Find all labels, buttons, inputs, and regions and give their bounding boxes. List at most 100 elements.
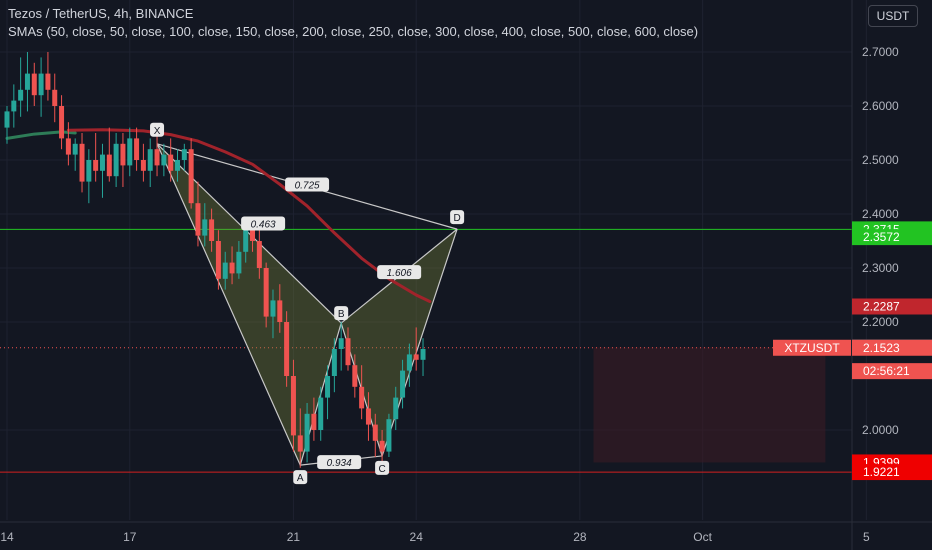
pattern-point-label: X (154, 126, 161, 137)
candle-body[interactable] (106, 154, 112, 177)
pattern-ratio (285, 177, 330, 192)
candle-body[interactable] (188, 149, 194, 204)
candle-body[interactable] (181, 149, 187, 160)
price-label-tag (852, 298, 932, 315)
pattern-point-label: D (454, 213, 461, 224)
candle-body[interactable] (406, 354, 412, 371)
candle-body[interactable] (65, 138, 71, 155)
candle-body[interactable] (209, 219, 215, 241)
pattern-point-label: C (378, 464, 385, 475)
candle-body[interactable] (215, 241, 221, 279)
pattern-point-C[interactable] (375, 460, 390, 475)
pattern-ratio-label: 0.463 (251, 219, 276, 230)
time-axis-tick: 17 (123, 530, 137, 544)
candle-body[interactable] (379, 440, 385, 452)
pattern-point-D[interactable] (450, 210, 465, 225)
currency-button[interactable]: USDT (868, 5, 918, 27)
time-axis-tick: 21 (287, 530, 301, 544)
candle-body[interactable] (154, 149, 160, 166)
price-axis-tick: 2.6000 (862, 99, 899, 113)
candle-body[interactable] (284, 322, 290, 376)
candle-body[interactable] (359, 386, 365, 409)
candle-body[interactable] (113, 143, 119, 177)
candle-body[interactable] (270, 300, 276, 317)
price-label-text: 2.2287 (863, 300, 900, 314)
candle-body[interactable] (195, 203, 201, 236)
candle-body[interactable] (140, 160, 146, 171)
price-axis-tick: 2.4000 (862, 207, 899, 221)
pattern-ratio (377, 265, 422, 280)
candle-body[interactable] (52, 89, 58, 106)
candle-body[interactable] (345, 338, 351, 366)
candle-body[interactable] (18, 89, 24, 101)
candle-body[interactable] (250, 230, 256, 241)
candle-body[interactable] (147, 149, 153, 171)
candle-body[interactable] (290, 376, 296, 436)
candle-body[interactable] (263, 268, 269, 317)
candle-body[interactable] (420, 349, 426, 360)
candle-body[interactable] (386, 419, 392, 452)
candle-body[interactable] (38, 73, 44, 96)
price-axis-tick: 2.7000 (862, 45, 899, 59)
candle-body[interactable] (45, 73, 51, 90)
candle-body[interactable] (4, 111, 10, 128)
candle-body[interactable] (352, 365, 358, 387)
candle-body[interactable] (372, 424, 378, 441)
price-label-tag (852, 464, 932, 481)
time-axis-tick: 5 (863, 530, 870, 544)
candle-body[interactable] (256, 241, 262, 268)
candle-body[interactable] (277, 300, 283, 322)
candle-body[interactable] (120, 143, 126, 166)
pattern-point-B[interactable] (334, 306, 349, 321)
price-label-tag (852, 339, 932, 356)
pattern-point-A[interactable] (293, 470, 308, 485)
candle-body[interactable] (365, 408, 371, 425)
price-label-tag (852, 363, 932, 380)
pattern-point-X[interactable] (150, 122, 165, 137)
candle-body[interactable] (400, 370, 406, 398)
candle-body[interactable] (331, 349, 337, 376)
candle-body[interactable] (311, 413, 317, 430)
price-label-text: 2.3572 (863, 230, 900, 244)
pattern-ratio-label: 1.606 (387, 268, 412, 279)
candle-body[interactable] (161, 154, 167, 166)
candle-body[interactable] (318, 397, 324, 430)
candle-body[interactable] (168, 154, 174, 171)
price-label-text: 2.1523 (863, 341, 900, 355)
candle-body[interactable] (325, 376, 331, 398)
candle-body[interactable] (93, 160, 99, 171)
forecast-zone[interactable] (593, 347, 826, 463)
candle-body[interactable] (202, 219, 208, 236)
candle-body[interactable] (127, 138, 133, 166)
candle-body[interactable] (134, 138, 140, 160)
candle-body[interactable] (11, 100, 17, 112)
candle-body[interactable] (59, 106, 65, 139)
chart-title: Tezos / TetherUS, 4h, BINANCE (8, 6, 194, 21)
candle-body[interactable] (175, 160, 180, 171)
candle-body[interactable] (79, 143, 85, 182)
time-axis-tick: 28 (573, 530, 587, 544)
price-label-text: 1.9221 (863, 465, 900, 479)
candle-body[interactable] (99, 154, 105, 171)
candle-body[interactable] (338, 338, 344, 349)
candle-body[interactable] (297, 435, 303, 452)
candle-body[interactable] (304, 413, 310, 452)
price-label-tag (852, 229, 932, 246)
candle-body[interactable] (243, 230, 249, 252)
pattern-ratio-label: 0.725 (295, 180, 320, 191)
candle-body[interactable] (236, 251, 242, 274)
candle-body[interactable] (229, 262, 235, 274)
candle-body[interactable] (222, 262, 228, 279)
candle-body[interactable] (393, 397, 399, 420)
candle-body[interactable] (86, 160, 92, 182)
indicator-legend[interactable]: SMAs (50, close, 50, close, 100, close, … (8, 24, 699, 39)
time-axis-tick: Oct (693, 530, 712, 544)
symbol-label-tag[interactable] (773, 339, 851, 356)
candle-body[interactable] (24, 73, 30, 90)
candle-body[interactable] (413, 354, 419, 360)
candle-body[interactable] (31, 73, 37, 96)
price-axis-tick: 2.5000 (862, 153, 899, 167)
candle-body[interactable] (72, 143, 78, 155)
